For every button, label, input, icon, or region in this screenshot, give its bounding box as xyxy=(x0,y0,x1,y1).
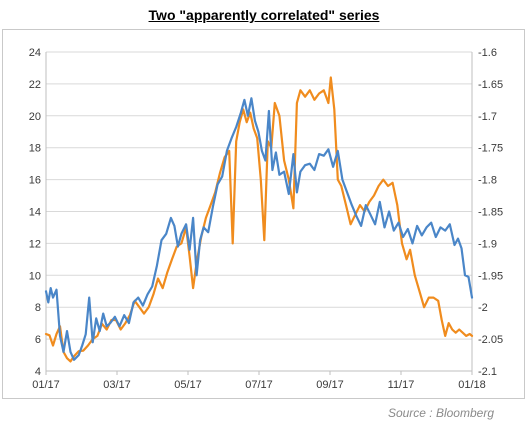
y-left-tick-label: 4 xyxy=(35,366,41,378)
blue-series-line xyxy=(44,97,474,361)
y-right-tick-label: -1.95 xyxy=(478,270,503,282)
y-right-tick-label: -2.05 xyxy=(478,334,503,346)
y-right-tick-label: -1.65 xyxy=(478,79,503,91)
y-right-tick-label: -1.8 xyxy=(478,175,497,187)
y-right-tick-label: -1.85 xyxy=(478,207,503,219)
y-right-tick-label: -1.6 xyxy=(478,47,497,59)
y-left-tick-label: 18 xyxy=(29,143,41,155)
y-right-tick-label: -2.1 xyxy=(478,366,497,378)
y-left-tick-label: 12 xyxy=(29,238,41,250)
y-left-tick-label: 24 xyxy=(29,47,41,59)
y-left-tick-label: 14 xyxy=(29,207,41,219)
y-left-tick-label: 20 xyxy=(29,111,41,123)
series-lines xyxy=(44,76,474,363)
y-left-tick-label: 10 xyxy=(29,270,41,282)
y-right-tick-label: -1.9 xyxy=(478,238,497,250)
chart-title: Two "apparently correlated" series xyxy=(148,7,380,23)
y-left-tick-label: 16 xyxy=(29,175,41,187)
y-right-tick-label: -1.7 xyxy=(478,111,497,123)
tick-labels: 4 6 8 10 12 14 16 18 20 22 24 -1.6 -1.65 -1.7 -1.75 -1.… xyxy=(29,47,503,391)
x-tick-label: 07/17 xyxy=(245,379,273,391)
x-tick-label: 03/17 xyxy=(103,379,131,391)
y-right-tick-label: -2 xyxy=(478,302,488,314)
source-label: Source : Bloomberg xyxy=(387,406,494,420)
gridlines xyxy=(46,51,472,372)
axes xyxy=(45,52,473,375)
chart-plot: 4 6 8 10 12 14 16 18 20 22 24 -1.6 -1.65 -1.7 -1.75 -1.… xyxy=(29,47,503,391)
y-left-tick-label: 22 xyxy=(29,79,41,91)
y-right-tick-label: -1.75 xyxy=(478,143,503,155)
y-left-tick-label: 6 xyxy=(35,334,41,346)
x-tick-label: 11/17 xyxy=(388,379,415,391)
x-tick-label: 05/17 xyxy=(174,379,202,391)
x-tick-label: 09/17 xyxy=(316,379,344,391)
x-tick-label: 01/17 xyxy=(32,379,60,391)
orange-series-line xyxy=(44,76,474,363)
chart-frame xyxy=(2,29,525,399)
y-left-tick-label: 8 xyxy=(35,302,41,314)
x-tick-label: 01/18 xyxy=(458,379,486,391)
